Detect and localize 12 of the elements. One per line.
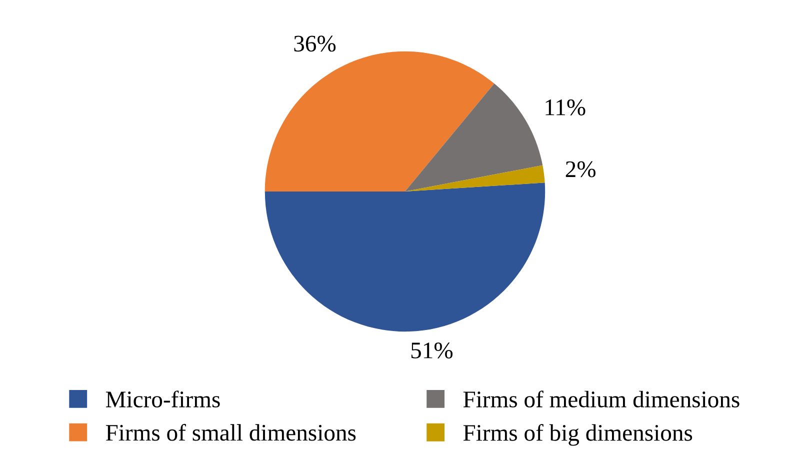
legend-label: Micro-firms <box>106 390 220 408</box>
data-label: 2% <box>566 161 596 178</box>
legend-label: Firms of big dimensions <box>463 424 692 446</box>
pie-slice <box>405 165 545 192</box>
pie-slice <box>264 51 494 192</box>
data-label: 51% <box>411 342 453 358</box>
data-label: 11% <box>546 99 586 116</box>
data-label: 36% <box>294 36 336 52</box>
legend-label: Firms of medium dimensions <box>463 390 740 408</box>
pie-slice <box>264 182 546 332</box>
pie-slice <box>405 84 543 192</box>
legend-label: Firms of small dimensions <box>106 424 356 441</box>
